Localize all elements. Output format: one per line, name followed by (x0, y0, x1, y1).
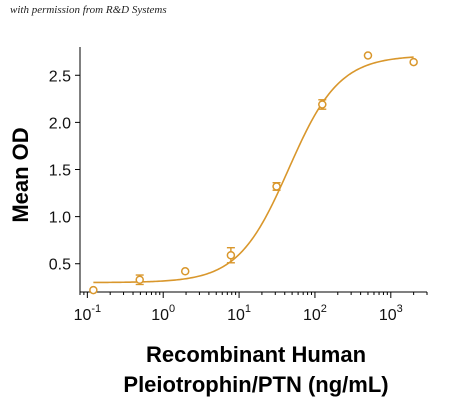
data-point (135, 275, 144, 284)
data-point (318, 100, 327, 109)
axes (79, 47, 427, 293)
x-tick-label: 101 (227, 303, 251, 324)
x-tick-label: 10-1 (74, 303, 102, 324)
data-point (89, 285, 98, 295)
data-point (226, 251, 236, 260)
x-tick-label: 102 (303, 303, 327, 324)
x-axis-title-line1: Recombinant Human (146, 342, 366, 367)
data-point (180, 267, 190, 276)
x-axis-title-line2: Pleiotrophin/PTN (ng/mL) (123, 372, 388, 397)
data-points (89, 51, 418, 295)
x-tick-label: 103 (379, 303, 403, 324)
y-tick-label: 0.5 (49, 257, 71, 274)
ticks: 0.5 1.0 1.5 2.0 2.5 10-1 100 101 102 103 (49, 68, 428, 324)
data-point (363, 51, 373, 60)
y-tick-label: 2.5 (49, 68, 71, 85)
fit-curve (93, 56, 414, 284)
data-point (409, 57, 418, 67)
y-axis-title: Mean OD (8, 127, 33, 222)
fit-curve-group (93, 56, 414, 284)
watermark-text: with permission from R&D Systems (10, 4, 167, 16)
y-tick-label: 2.0 (49, 115, 71, 132)
y-tick-label: 1.5 (49, 163, 71, 180)
x-tick-label: 100 (151, 303, 175, 324)
y-tick-label: 1.0 (49, 210, 71, 227)
data-point (272, 182, 281, 191)
